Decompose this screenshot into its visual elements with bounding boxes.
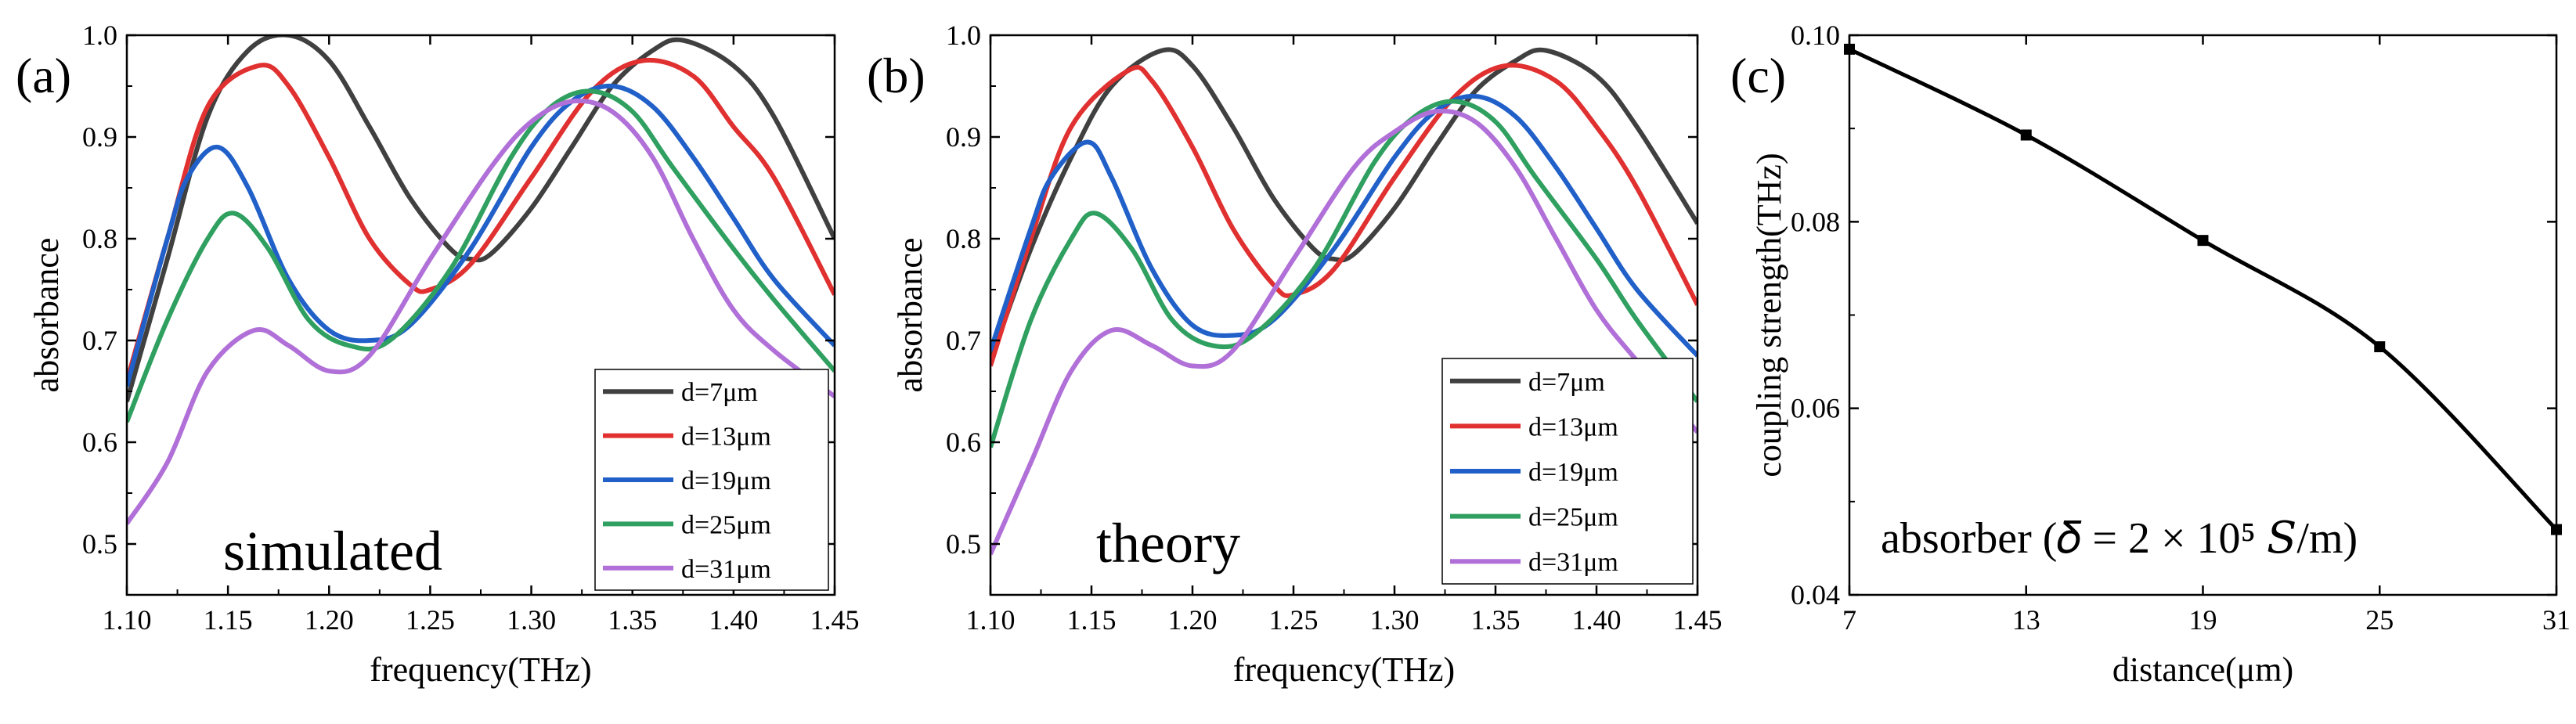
x-axis-label: distance(μm)	[2112, 650, 2293, 689]
legend: d=7μm d=13μm d=19μm d=25μm d=31μm	[1441, 358, 1694, 585]
y-tick-label: 0.6	[946, 427, 981, 458]
x-tick-label: 1.25	[406, 604, 455, 636]
panel-annotation: simulated	[223, 520, 442, 582]
x-tick-label: 1.35	[608, 604, 657, 636]
y-tick-label: 0.7	[946, 325, 981, 356]
panel-letter: (a)	[16, 48, 71, 103]
legend-entry: d=31μm	[1528, 548, 1618, 577]
x-tick-label: 1.20	[1168, 604, 1218, 636]
x-tick-label: 13	[2012, 604, 2040, 636]
legend-entry: d=25μm	[1528, 503, 1618, 532]
x-tick-label: 1.15	[204, 604, 253, 636]
chart-panel-1: 1.10 1.15 1.20 1.25 1.30 1.35 1.40 1.45 0.5 0.6 0.…	[16, 20, 860, 689]
y-tick-label: 0.06	[1791, 393, 1840, 424]
x-tick-label: 1.30	[1370, 604, 1420, 636]
chart-panel-2: 1.10 1.15 1.20 1.25 1.30 1.35 1.40 1.45 0.5 0.6 0.…	[867, 20, 1723, 689]
x-tick-label: 31	[2542, 604, 2571, 636]
y-tick-label: 0.6	[82, 427, 117, 458]
legend-entry: d=25μm	[681, 510, 771, 539]
legend-entry: d=19μm	[681, 466, 771, 495]
y-tick-label: 1.0	[946, 20, 981, 51]
y-tick-label: 0.8	[946, 223, 981, 254]
series-line-4	[990, 99, 1697, 448]
legend-entry: d=19μm	[1528, 458, 1618, 487]
y-tick-label: 0.5	[82, 528, 117, 560]
series-line-2	[127, 57, 835, 382]
panel-letter: (c)	[1730, 48, 1786, 103]
x-tick-label: 1.45	[810, 604, 860, 636]
series-line-1	[1849, 47, 2556, 531]
y-axis-label: absorbance	[27, 238, 66, 393]
x-tick-label: 1.10	[966, 604, 1016, 636]
legend: d=7μm d=13μm d=19μm d=25μm d=31μm	[594, 369, 829, 591]
y-tick-label: 0.5	[946, 528, 981, 560]
legend-entry: d=7μm	[681, 378, 758, 407]
x-tick-label: 19	[2189, 604, 2217, 636]
x-tick-label: 1.40	[1572, 604, 1622, 636]
chart-panel-3: 7 13 19 25 31 0.04 0.06 0.08 0.10 distance(μm) cou…	[1730, 20, 2571, 689]
x-tick-label: 1.25	[1269, 604, 1319, 636]
y-tick-label: 1.0	[82, 20, 117, 51]
legend-entry: d=7μm	[1528, 368, 1605, 397]
x-tick-label: 1.30	[507, 604, 556, 636]
x-tick-label: 1.45	[1673, 604, 1723, 636]
panel-letter: (b)	[867, 48, 925, 103]
series-line-5	[127, 98, 835, 525]
y-axis-label: absorbance	[891, 238, 929, 393]
y-tick-label: 0.08	[1791, 206, 1840, 237]
data-point-4	[2374, 341, 2386, 353]
series-line-5	[990, 108, 1697, 556]
x-tick-label: 25	[2365, 604, 2394, 636]
x-tick-label: 1.10	[103, 604, 152, 636]
y-tick-label: 0.04	[1791, 579, 1840, 611]
y-axis-label: coupling strength(THz)	[1750, 153, 1788, 477]
series-line-4	[127, 88, 835, 423]
series-line-3	[990, 93, 1697, 358]
x-axis-label: frequency(THz)	[370, 650, 591, 689]
x-tick-label: 7	[1842, 604, 1856, 636]
y-tick-label: 0.8	[82, 223, 117, 254]
x-tick-label: 1.40	[709, 604, 758, 636]
x-tick-label: 1.20	[305, 604, 354, 636]
x-tick-label: 1.35	[1471, 604, 1521, 636]
panel-annotation: theory	[1096, 512, 1240, 575]
y-tick-label: 0.10	[1791, 20, 1840, 51]
data-point-2	[2020, 129, 2032, 141]
legend-entry: d=13μm	[681, 423, 771, 452]
y-tick-label: 0.7	[82, 325, 117, 356]
x-axis-label: frequency(THz)	[1233, 650, 1455, 689]
legend-entry: d=31μm	[681, 555, 771, 584]
series-line-3	[127, 83, 835, 387]
y-tick-label: 0.9	[946, 121, 981, 153]
axes-frame	[1848, 34, 2558, 596]
legend-entry: d=13μm	[1528, 412, 1618, 441]
y-tick-label: 0.9	[82, 121, 117, 153]
panel-annotation: absorber (𝛿 = 2 × 10⁵ 𝑆/m)	[1881, 514, 2358, 563]
data-point-3	[2197, 235, 2209, 247]
x-tick-label: 1.15	[1067, 604, 1117, 636]
